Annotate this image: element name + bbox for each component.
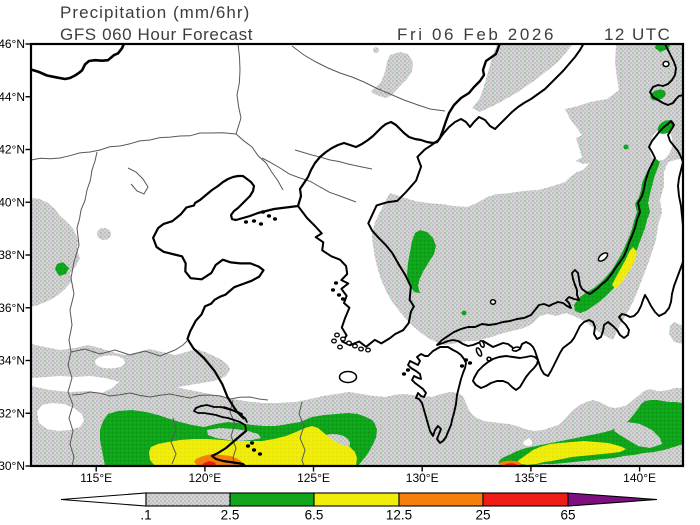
svg-text:6.5: 6.5 — [305, 508, 324, 523]
svg-text:12.5: 12.5 — [386, 508, 412, 523]
svg-text:38°N: 38°N — [0, 248, 25, 262]
svg-text:115°E: 115°E — [80, 471, 112, 485]
svg-text:135°E: 135°E — [514, 471, 547, 485]
svg-text:30°N: 30°N — [0, 459, 25, 473]
svg-text:2.5: 2.5 — [221, 508, 240, 523]
svg-text:25: 25 — [475, 508, 490, 523]
svg-text:125°E: 125°E — [297, 471, 330, 485]
svg-text:40°N: 40°N — [0, 195, 25, 209]
svg-text:140°E: 140°E — [623, 471, 656, 485]
svg-text:46°N: 46°N — [0, 37, 25, 51]
svg-text:44°N: 44°N — [0, 90, 25, 104]
svg-text:120°E: 120°E — [188, 471, 221, 485]
svg-text:34°N: 34°N — [0, 354, 25, 368]
svg-text:65: 65 — [560, 508, 575, 523]
svg-text:130°E: 130°E — [406, 471, 439, 485]
svg-text:36°N: 36°N — [0, 301, 25, 315]
svg-text:42°N: 42°N — [0, 143, 25, 157]
svg-text:.1: .1 — [140, 508, 151, 523]
svg-text:32°N: 32°N — [0, 406, 25, 420]
